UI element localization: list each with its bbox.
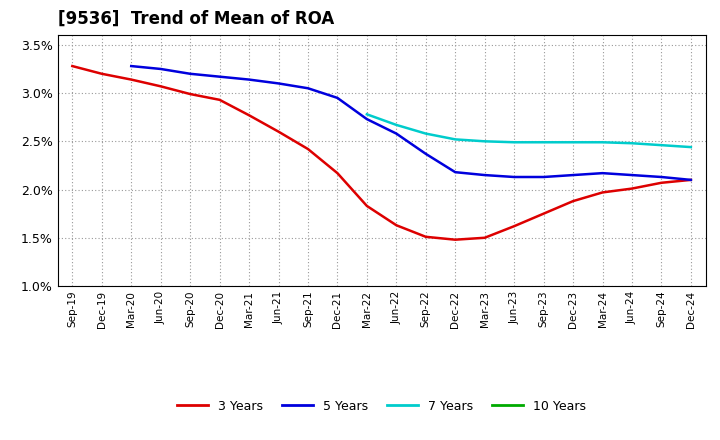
3 Years	[628, 186, 636, 191]
3 Years	[304, 147, 312, 152]
7 Years	[363, 112, 372, 117]
7 Years	[569, 139, 577, 145]
3 Years	[392, 223, 400, 228]
7 Years	[451, 137, 459, 142]
5 Years	[451, 169, 459, 175]
3 Years	[451, 237, 459, 242]
5 Years	[598, 170, 607, 176]
3 Years	[68, 63, 76, 69]
7 Years	[598, 139, 607, 145]
3 Years	[598, 190, 607, 195]
7 Years	[392, 122, 400, 128]
7 Years	[539, 139, 548, 145]
3 Years	[156, 84, 165, 89]
Line: 7 Years: 7 Years	[367, 114, 691, 147]
3 Years	[245, 113, 253, 118]
5 Years	[569, 172, 577, 178]
3 Years	[127, 77, 135, 82]
3 Years	[569, 198, 577, 204]
7 Years	[510, 139, 518, 145]
7 Years	[628, 141, 636, 146]
7 Years	[421, 131, 430, 136]
5 Years	[687, 177, 696, 183]
Text: [9536]  Trend of Mean of ROA: [9536] Trend of Mean of ROA	[58, 10, 334, 28]
3 Years	[510, 224, 518, 229]
7 Years	[687, 144, 696, 150]
5 Years	[480, 172, 489, 178]
3 Years	[274, 129, 283, 134]
5 Years	[421, 151, 430, 157]
3 Years	[687, 177, 696, 183]
5 Years	[657, 174, 666, 180]
Line: 3 Years: 3 Years	[72, 66, 691, 240]
5 Years	[304, 86, 312, 91]
5 Years	[215, 74, 224, 79]
5 Years	[245, 77, 253, 82]
5 Years	[628, 172, 636, 178]
5 Years	[127, 63, 135, 69]
Line: 5 Years: 5 Years	[131, 66, 691, 180]
3 Years	[480, 235, 489, 240]
5 Years	[510, 174, 518, 180]
3 Years	[657, 180, 666, 185]
3 Years	[539, 211, 548, 216]
5 Years	[333, 95, 342, 101]
3 Years	[186, 92, 194, 97]
7 Years	[480, 139, 489, 144]
5 Years	[392, 131, 400, 136]
Legend: 3 Years, 5 Years, 7 Years, 10 Years: 3 Years, 5 Years, 7 Years, 10 Years	[172, 395, 591, 418]
3 Years	[363, 203, 372, 209]
7 Years	[657, 143, 666, 148]
3 Years	[97, 71, 106, 77]
5 Years	[186, 71, 194, 77]
5 Years	[363, 117, 372, 122]
5 Years	[274, 81, 283, 86]
5 Years	[156, 66, 165, 72]
5 Years	[539, 174, 548, 180]
3 Years	[421, 234, 430, 239]
3 Years	[333, 170, 342, 176]
3 Years	[215, 97, 224, 103]
